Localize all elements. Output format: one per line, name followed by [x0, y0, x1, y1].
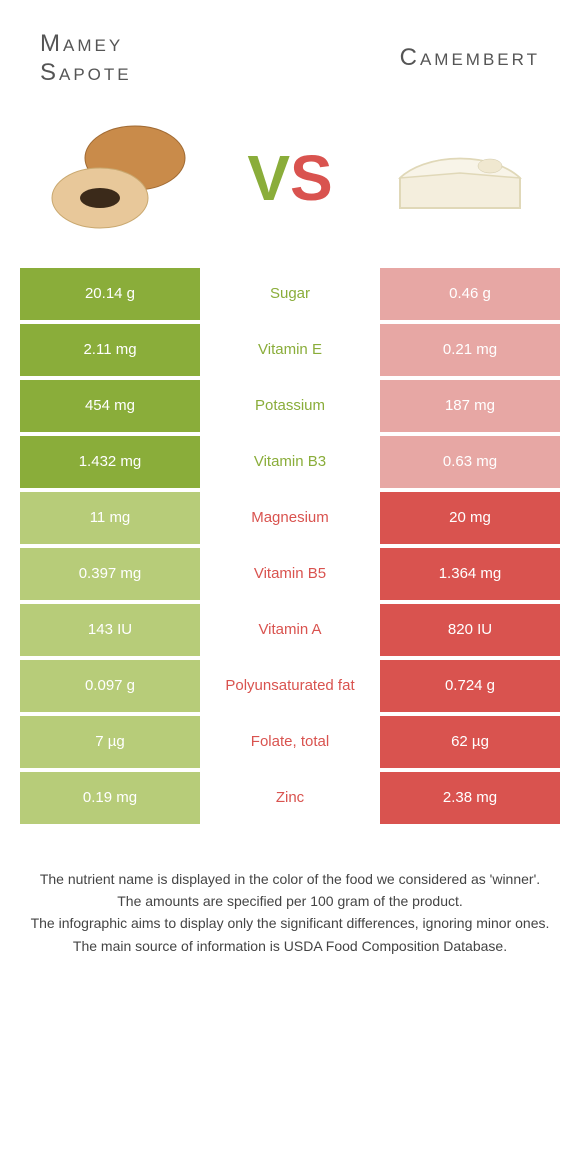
left-value-cell: 454 mg [20, 380, 200, 432]
table-row: 2.11 mgVitamin E0.21 mg [20, 324, 560, 376]
left-value-cell: 2.11 mg [20, 324, 200, 376]
left-value-cell: 0.097 g [20, 660, 200, 712]
left-food-title: Mamey Sapote [40, 30, 132, 88]
table-row: 0.397 mgVitamin B51.364 mg [20, 548, 560, 600]
right-value-cell: 20 mg [380, 492, 560, 544]
nutrient-name-cell: Vitamin E [200, 324, 380, 376]
table-row: 7 µgFolate, total62 µg [20, 716, 560, 768]
right-value-cell: 1.364 mg [380, 548, 560, 600]
mamey-sapote-icon [40, 118, 200, 238]
nutrient-table: 20.14 gSugar0.46 g2.11 mgVitamin E0.21 m… [20, 268, 560, 824]
footer-notes: The nutrient name is displayed in the co… [0, 828, 580, 978]
left-title-line2: Sapote [40, 59, 132, 86]
footer-line-4: The main source of information is USDA F… [30, 935, 550, 957]
nutrient-name-cell: Zinc [200, 772, 380, 824]
table-row: 454 mgPotassium187 mg [20, 380, 560, 432]
nutrient-name-cell: Potassium [200, 380, 380, 432]
table-row: 11 mgMagnesium20 mg [20, 492, 560, 544]
camembert-icon [380, 118, 540, 238]
table-row: 0.19 mgZinc2.38 mg [20, 772, 560, 824]
right-value-cell: 0.63 mg [380, 436, 560, 488]
left-value-cell: 7 µg [20, 716, 200, 768]
images-row: VS [0, 108, 580, 268]
left-value-cell: 11 mg [20, 492, 200, 544]
nutrient-name-cell: Vitamin A [200, 604, 380, 656]
nutrient-name-cell: Folate, total [200, 716, 380, 768]
vs-s: S [290, 142, 333, 214]
nutrient-name-cell: Magnesium [200, 492, 380, 544]
nutrient-name-cell: Vitamin B5 [200, 548, 380, 600]
right-value-cell: 0.724 g [380, 660, 560, 712]
left-value-cell: 1.432 mg [20, 436, 200, 488]
left-value-cell: 0.397 mg [20, 548, 200, 600]
right-value-cell: 2.38 mg [380, 772, 560, 824]
left-value-cell: 143 IU [20, 604, 200, 656]
table-row: 0.097 gPolyunsaturated fat0.724 g [20, 660, 560, 712]
nutrient-name-cell: Polyunsaturated fat [200, 660, 380, 712]
footer-line-2: The amounts are specified per 100 gram o… [30, 890, 550, 912]
left-value-cell: 20.14 g [20, 268, 200, 320]
left-value-cell: 0.19 mg [20, 772, 200, 824]
right-food-title: Camembert [400, 44, 540, 73]
nutrient-name-cell: Sugar [200, 268, 380, 320]
left-title-line1: Mamey [40, 30, 123, 57]
right-value-cell: 820 IU [380, 604, 560, 656]
footer-line-3: The infographic aims to display only the… [30, 912, 550, 934]
table-row: 20.14 gSugar0.46 g [20, 268, 560, 320]
table-row: 1.432 mgVitamin B30.63 mg [20, 436, 560, 488]
right-value-cell: 0.46 g [380, 268, 560, 320]
right-value-cell: 62 µg [380, 716, 560, 768]
vs-v: V [247, 142, 290, 214]
table-row: 143 IUVitamin A820 IU [20, 604, 560, 656]
vs-label: VS [247, 146, 332, 210]
infographic-container: Mamey Sapote Camembert VS 20.14 gSug [0, 0, 580, 977]
right-value-cell: 0.21 mg [380, 324, 560, 376]
right-value-cell: 187 mg [380, 380, 560, 432]
nutrient-name-cell: Vitamin B3 [200, 436, 380, 488]
header: Mamey Sapote Camembert [0, 0, 580, 108]
footer-line-1: The nutrient name is displayed in the co… [30, 868, 550, 890]
